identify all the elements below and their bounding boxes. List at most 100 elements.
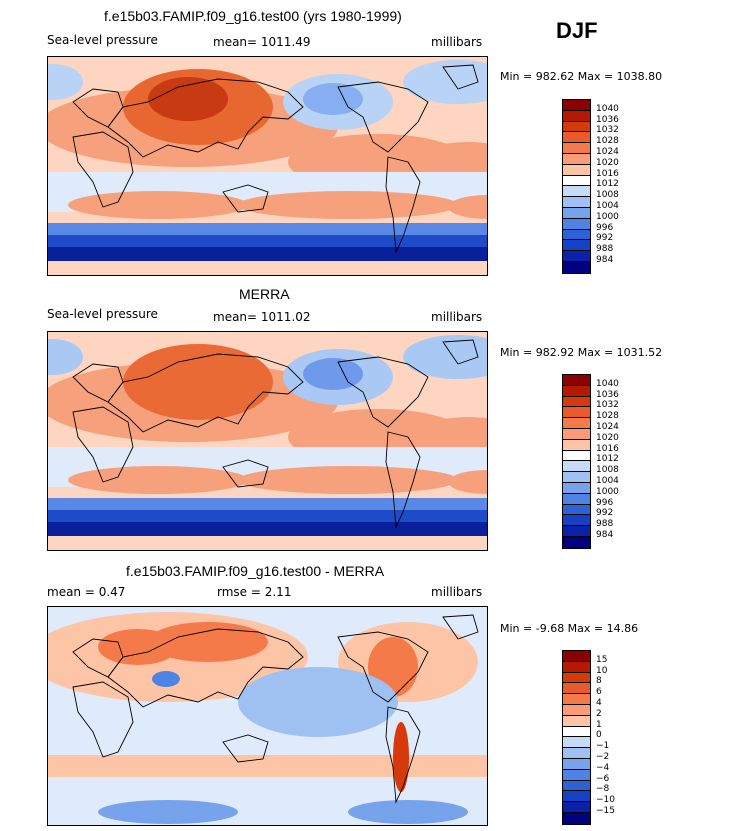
contour-region [152,671,180,687]
panel-right-label: millibars [431,310,483,324]
colorbar-tick-label: 10 [596,665,608,676]
colorbar-swatch [563,536,590,548]
colorbar-tick-label: 6 [596,687,602,698]
colorbar-tick-label: 1040 [596,378,619,389]
contour-region [238,466,458,494]
colorbar-swatch [563,661,590,673]
colorbar-tick-label: 4 [596,698,602,708]
colorbar-swatch [563,780,590,792]
colorbar-swatch [563,726,590,738]
colorbar-tick-label: −8 [596,784,610,795]
colorbar-tick-label: 1028 [596,411,619,422]
colorbar-tick-label: −6 [596,773,610,784]
coastline [337,81,429,153]
colorbar-tick-label: 1016 [596,443,619,454]
colorbar-swatch [563,110,590,122]
contour-region [148,77,228,121]
coastline [442,64,479,90]
colorbar-tick-label: 1000 [596,211,619,222]
colorbar-swatch [563,407,590,419]
colorbar-swatch [563,515,590,527]
contour-map [48,607,487,825]
contour-region [403,335,487,379]
colorbar-tick-label: 1036 [596,114,619,125]
coastline [222,184,269,213]
colorbar-tick-label: 0 [596,730,602,741]
coastline [337,356,429,428]
contour-region [393,722,409,792]
map-plot [47,331,488,551]
colorbar-tick-label: 1 [596,719,602,730]
colorbar-swatch [563,461,590,473]
colorbar-tick-label: 8 [596,676,602,687]
coastline [337,631,429,703]
colorbar-swatch [563,153,590,165]
contour-region [48,522,487,536]
panel-rmse-label: rmse = 2.11 [217,585,292,599]
coastline [107,353,304,433]
colorbar-swatch [563,748,590,759]
coastline [107,78,304,158]
colorbar-tick-label: 996 [596,497,614,508]
panel-left-label: Sea-level pressure [47,33,158,47]
colorbar-swatch [563,240,590,252]
coastline [222,459,269,488]
colorbar-swatch [563,791,590,803]
contour-map [48,57,487,275]
map-plot [47,606,488,826]
contour-region [48,339,83,375]
colorbar-tick-label: −2 [596,752,610,762]
colorbar-tick-label: −1 [596,741,610,752]
minmax-label: Min = 982.62 Max = 1038.80 [500,70,663,83]
colorbar-swatch [563,396,590,408]
coastline [385,431,421,529]
colorbar-swatch [563,418,590,429]
contour-region [148,622,268,662]
contour-region [238,667,398,737]
contour-region [238,191,458,219]
colorbar-swatch [563,526,590,537]
colorbar-tick-label: 1020 [596,157,619,168]
colorbar-tick-label: 992 [596,233,614,244]
contour-region [98,800,238,824]
colorbar-tick-label: 1032 [596,400,619,411]
contour-region [123,344,273,420]
coastline [442,614,479,640]
colorbar-swatch [563,132,590,144]
colorbar-tick-label: 988 [596,519,614,530]
colorbar-swatch [563,704,590,716]
colorbar-swatch [563,493,590,505]
panel-title: f.e15b03.FAMIP.f09_g16.test00 (yrs 1980-… [104,8,402,24]
colorbar-tick-label: −10 [596,795,615,806]
colorbar-swatch [563,683,590,695]
panel-mean-label: mean = 0.47 [47,585,126,599]
colorbar-swatch [563,715,590,727]
colorbar-swatch [563,802,590,813]
minmax-label: Min = 982.92 Max = 1031.52 [500,346,663,359]
contour-region [448,470,487,494]
colorbar-swatch [563,375,590,386]
colorbar-tick-label: 1040 [596,103,619,114]
colorbar-tick-label: 1004 [596,201,619,211]
coastline [385,706,421,804]
panel-right-label: millibars [431,585,483,599]
colorbar [562,374,591,549]
colorbar-tick-label: 996 [596,222,614,233]
colorbar-swatch [563,450,590,462]
colorbar-swatch [563,812,590,824]
coastline [385,156,421,254]
coastline [72,363,124,403]
colorbar-swatch [563,504,590,516]
colorbar-swatch [563,207,590,219]
contour-region [48,247,487,261]
colorbar-tick-label: 1024 [596,422,619,432]
colorbar-swatch [563,694,590,705]
panel-center-label: mean= 1011.49 [213,35,311,49]
colorbar-swatch [563,218,590,230]
contour-region [303,358,363,390]
colorbar-swatch [563,121,590,133]
colorbar-swatch [563,164,590,176]
coastline [72,131,134,208]
colorbar-tick-label: 984 [596,530,614,540]
panel-right-label: millibars [431,35,483,49]
